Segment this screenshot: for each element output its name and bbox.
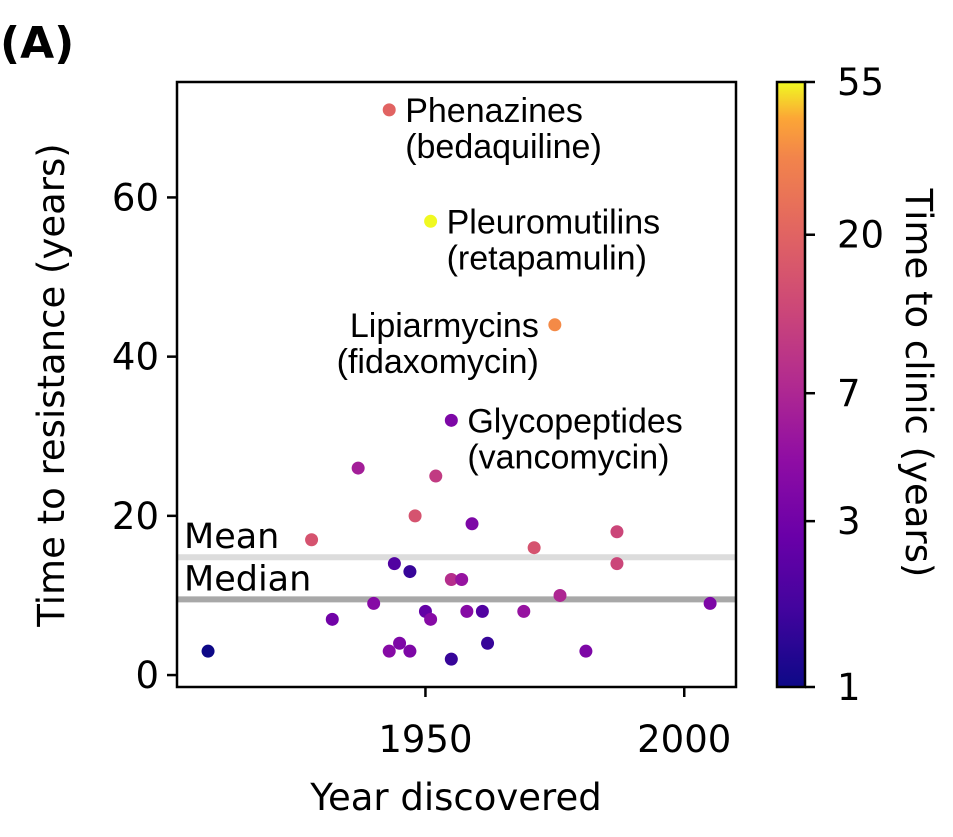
- scatter-point: [517, 604, 531, 618]
- scatter-point: [201, 644, 215, 658]
- scatter-point: [429, 469, 443, 483]
- reference-line-label: Mean: [184, 517, 279, 557]
- colorbar-tick-label: 20: [837, 214, 884, 257]
- x-axis-label: Year discovered: [309, 776, 601, 819]
- scatter-point: [408, 509, 422, 523]
- annotation-label: (fidaxomycin): [337, 343, 539, 381]
- scatter-point: [481, 636, 495, 650]
- plot-frame: [175, 80, 738, 689]
- scatter-point: [610, 557, 624, 571]
- scatter-point: [367, 596, 381, 610]
- colorbar-tick-label: 55: [837, 61, 884, 104]
- point-annotations: Phenazines(bedaquiline) Pleuromutilins(re…: [337, 92, 683, 476]
- scatter-point: [703, 596, 717, 610]
- x-tick-label: 2000: [637, 718, 731, 761]
- colorbar-tick-label: 1: [837, 666, 861, 709]
- x-tick-label: 1950: [378, 718, 472, 761]
- colorbar-tick-label: 7: [837, 372, 861, 415]
- reference-line-label: Median: [184, 559, 311, 599]
- scatter-point: [475, 604, 489, 618]
- scatter-point: [553, 588, 567, 602]
- annotation-label: Pleuromutilins: [447, 203, 661, 241]
- y-tick-label: 60: [112, 176, 159, 219]
- annotation-label: Phenazines: [405, 92, 583, 130]
- scatter-point: [455, 573, 469, 587]
- annotation-label: (retapamulin): [447, 239, 647, 277]
- colorbar-ticks: 1 3 7 20 55: [805, 61, 884, 709]
- scatter-point: [382, 103, 396, 117]
- scatter-point: [548, 318, 562, 332]
- scatter-point: [382, 644, 396, 658]
- scatter-point: [305, 533, 319, 547]
- scatter-point: [444, 573, 458, 587]
- scatter-point: [387, 557, 401, 571]
- y-axis-label: Time to resistance (years): [30, 143, 73, 627]
- panel-label: (A): [0, 18, 74, 69]
- scatter-point: [465, 517, 479, 531]
- scatter-point: [393, 636, 407, 650]
- scatter-point: [444, 652, 458, 666]
- colorbar-tick-label: 3: [837, 500, 861, 543]
- annotation-label: (bedaquiline): [405, 128, 602, 166]
- scatter-point: [403, 565, 417, 579]
- x-axis-ticks: 1950 2000: [378, 687, 731, 761]
- scatter-point: [527, 541, 541, 555]
- scatter-point: [444, 413, 458, 427]
- scatter-point: [460, 604, 474, 618]
- annotation-label: Lipiarmycins: [350, 307, 539, 345]
- annotation-label: (vancomycin): [467, 438, 669, 476]
- annotation-label: Glycopeptides: [467, 402, 682, 440]
- scatter-point: [579, 644, 593, 658]
- scatter-point: [610, 525, 624, 539]
- y-tick-label: 40: [112, 336, 159, 379]
- scatter-point: [424, 214, 438, 228]
- y-tick-label: 20: [112, 495, 159, 538]
- colorbar: [775, 80, 807, 689]
- scatter-point: [403, 644, 417, 658]
- scatter-points: [201, 103, 717, 666]
- y-axis-ticks: 0 20 40 60: [112, 176, 177, 697]
- colorbar-label: Time to clinic (years): [897, 188, 940, 578]
- scatter-point: [424, 612, 438, 626]
- scatter-point: [351, 461, 365, 475]
- scatter-point: [325, 612, 339, 626]
- y-tick-label: 0: [135, 654, 159, 697]
